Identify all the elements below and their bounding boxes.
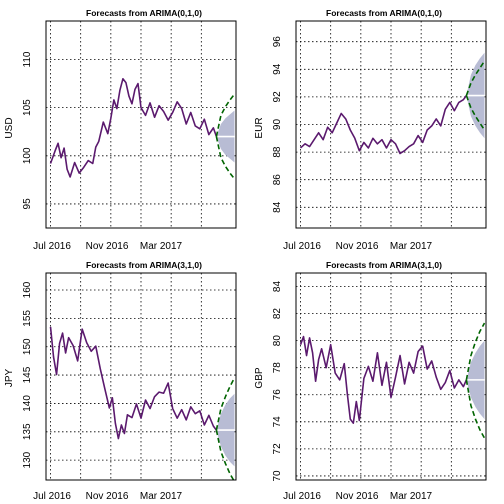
y-tick-label: 92 [272, 91, 283, 103]
y-tick-label: 82 [272, 308, 283, 320]
y-tick-label: 110 [22, 51, 33, 67]
y-tick-label: 160 [22, 281, 33, 298]
y-tick-label: 105 [22, 99, 33, 116]
x-tick-label: Nov 2016 [86, 241, 129, 252]
forecast-upper-bound-line [215, 93, 236, 137]
forecast-lower-bound-line [465, 379, 486, 439]
x-tick-label: Mar 2017 [390, 491, 433, 502]
history-series-line [299, 335, 468, 424]
forecast-upper-bound-line [215, 377, 236, 431]
x-tick-label: Jul 2016 [283, 241, 321, 252]
y-tick-label: 145 [22, 366, 33, 383]
forecast-upper-bound-line [465, 322, 486, 381]
y-tick-label: 100 [22, 147, 33, 164]
y-tick-label: 94 [272, 63, 283, 75]
y-axis-label: USD [4, 117, 15, 138]
plot-frame [295, 20, 487, 229]
plot-frame [45, 272, 237, 481]
y-tick-label: 70 [272, 470, 283, 482]
history-series-line [49, 77, 218, 178]
forecast-lower-bound-line [215, 429, 236, 483]
y-tick-label: 80 [272, 335, 283, 347]
x-tick-label: Mar 2017 [140, 491, 183, 502]
x-tick-label: Nov 2016 [86, 491, 129, 502]
plot-area: 130 135 140 145 150 155 160 [22, 272, 237, 483]
y-tick-label: 96 [272, 36, 283, 48]
x-tick-label: Jul 2016 [33, 241, 71, 252]
plot-frame [45, 20, 237, 229]
forecast-lower-bound-line [465, 95, 486, 131]
jpy-forecast-panel: Forecasts from ARIMA(3,1,0) JPY Jul 2016… [4, 260, 237, 502]
y-tick-label: 78 [272, 362, 283, 374]
panel-title: Forecasts from ARIMA(3,1,0) [86, 260, 202, 270]
usd-forecast-panel: Forecasts from ARIMA(0,1,0) USD Jul 2016… [4, 8, 237, 252]
y-tick-label: 86 [272, 174, 283, 186]
plot-area: 70 72 74 76 78 80 82 84 [272, 272, 487, 482]
y-tick-label: 150 [22, 338, 33, 355]
x-tick-label: Jul 2016 [33, 491, 71, 502]
forecast-lower-bound-line [215, 136, 236, 180]
forecast-upper-bound-line [465, 60, 486, 96]
panel-title: Forecasts from ARIMA(3,1,0) [326, 260, 442, 270]
x-tick-label: Jul 2016 [283, 491, 321, 502]
x-tick-label: Mar 2017 [390, 241, 433, 252]
history-series-line [49, 326, 218, 440]
y-tick-label: 90 [272, 119, 283, 131]
history-series-line [299, 95, 468, 155]
y-tick-label: 88 [272, 146, 283, 158]
y-tick-label: 140 [22, 395, 33, 412]
y-tick-label: 130 [22, 451, 33, 468]
y-axis-label: EUR [254, 117, 265, 138]
y-tick-label: 76 [272, 389, 283, 401]
y-axis-label: JPY [4, 369, 15, 388]
plot-area: 84 86 88 90 92 94 96 [272, 20, 487, 229]
x-tick-label: Nov 2016 [336, 241, 379, 252]
y-tick-label: 74 [272, 416, 283, 428]
plot-area: 95 100 105 110 [22, 20, 237, 229]
plot-frame [295, 272, 487, 481]
y-tick-label: 155 [22, 310, 33, 327]
panel-title: Forecasts from ARIMA(0,1,0) [326, 8, 442, 18]
y-axis-label: GBP [254, 367, 265, 388]
y-tick-label: 84 [272, 281, 283, 293]
gbp-forecast-panel: Forecasts from ARIMA(3,1,0) GBP Jul 2016… [254, 260, 487, 502]
eur-forecast-panel: Forecasts from ARIMA(0,1,0) EUR Jul 2016… [254, 8, 487, 252]
x-tick-label: Nov 2016 [336, 491, 379, 502]
x-tick-label: Mar 2017 [140, 241, 183, 252]
panel-title: Forecasts from ARIMA(0,1,0) [86, 8, 202, 18]
y-tick-label: 95 [22, 198, 33, 210]
y-tick-label: 135 [22, 423, 33, 440]
y-tick-label: 84 [272, 201, 283, 213]
y-tick-label: 72 [272, 443, 283, 455]
